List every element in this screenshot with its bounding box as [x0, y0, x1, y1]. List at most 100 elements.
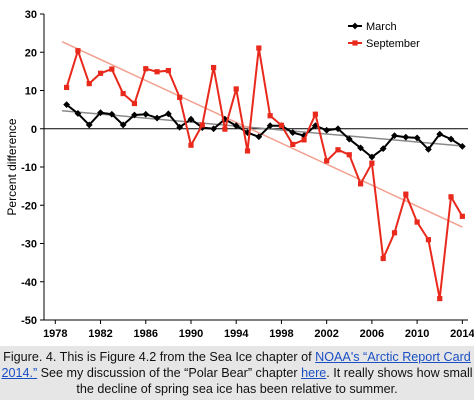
data-point-september [244, 148, 251, 154]
data-point-september [97, 70, 104, 76]
data-point-march [368, 153, 376, 161]
data-point-march [142, 110, 150, 118]
data-point-march [97, 109, 104, 117]
caption-text-2: See my discussion of the “Polar Bear” ch… [37, 366, 302, 380]
data-point-september [448, 194, 454, 200]
data-point-march [85, 121, 93, 129]
x-tick-label: 1978 [43, 328, 67, 340]
data-point-march [379, 145, 387, 153]
x-tick-label: 1982 [88, 328, 112, 340]
y-tick-label: -50 [21, 315, 37, 327]
data-point-march [187, 115, 195, 123]
data-point-march [74, 110, 82, 117]
y-tick-label: 20 [25, 47, 37, 59]
data-point-march [323, 126, 331, 134]
data-point-march [345, 135, 353, 143]
data-point-september [324, 158, 330, 164]
caption-text-3: . It really shows how small the decline … [76, 366, 473, 396]
figure-caption: Figure. 4. This is Figure 4.2 from the S… [0, 349, 474, 399]
data-point-march [131, 111, 138, 119]
x-tick-label: 1998 [269, 328, 293, 340]
data-point-march [198, 124, 206, 132]
series-line-september [65, 47, 464, 299]
data-point-september [222, 126, 228, 132]
caption-text-1: Figure. 4. This is Figure 4.2 from the S… [3, 350, 316, 364]
data-point-september [301, 137, 307, 143]
series-line-march [65, 103, 463, 159]
data-point-march [255, 133, 263, 141]
data-point-march [119, 121, 127, 129]
data-point-september [369, 160, 375, 166]
data-point-september [165, 68, 171, 74]
data-point-september [414, 219, 420, 225]
data-point-september [403, 191, 409, 197]
legend-marker-september [352, 40, 358, 46]
data-point-march [458, 142, 466, 150]
data-point-september [109, 66, 115, 72]
data-point-september [188, 142, 194, 148]
y-tick-label: -20 [21, 200, 37, 212]
data-point-september [278, 122, 285, 128]
legend-marker-march [351, 22, 359, 30]
y-tick-label: -30 [21, 239, 37, 251]
data-point-september [312, 111, 318, 117]
data-point-september [233, 86, 239, 92]
y-tick-label: 10 [25, 86, 37, 98]
data-point-september [177, 94, 183, 100]
y-tick-label: 0 [31, 124, 37, 136]
data-point-march [266, 122, 274, 130]
data-point-september [120, 90, 126, 97]
data-point-march [289, 129, 297, 136]
x-tick-label: 2014 [450, 328, 474, 340]
data-point-september [86, 81, 92, 87]
data-point-march [425, 146, 432, 153]
y-tick-label: -40 [21, 277, 37, 289]
x-tick-label: 1994 [224, 328, 249, 340]
data-point-march [357, 144, 364, 152]
data-point-september [75, 48, 81, 54]
data-point-september [290, 141, 296, 148]
data-point-march [153, 114, 161, 122]
data-point-september [380, 255, 386, 262]
legend-label-march: March [366, 21, 397, 33]
x-tick-label: 2006 [360, 328, 384, 340]
data-point-september [391, 230, 398, 236]
data-point-march [210, 125, 217, 133]
data-point-march [232, 122, 240, 130]
trend-line-march [62, 110, 463, 147]
legend-label-september: September [366, 38, 420, 50]
data-point-september [267, 113, 273, 119]
data-point-september [459, 213, 465, 219]
data-point-september [64, 84, 70, 91]
y-axis-label: Percent difference [5, 118, 19, 215]
y-tick-label: 30 [25, 9, 37, 21]
data-point-march [402, 133, 410, 141]
data-point-march [176, 123, 184, 131]
data-point-september [346, 152, 352, 158]
data-point-september [199, 122, 205, 128]
data-point-september [256, 45, 262, 51]
data-point-september [211, 64, 217, 71]
x-tick-label: 2002 [314, 328, 338, 340]
x-tick-label: 1990 [179, 328, 203, 340]
x-tick-label: 1986 [134, 328, 158, 340]
data-point-september [425, 237, 432, 243]
arctic-report-card-link[interactable]: NOAA's “Arctic Report Card 2014.” [1, 350, 471, 380]
data-point-september [131, 100, 138, 107]
data-point-september [335, 147, 341, 153]
x-tick-label: 2010 [405, 328, 429, 340]
here-link[interactable]: here [301, 366, 327, 380]
chart-panel: 30 20 10 0 -10 -20 -30 -40 -50 1978 1982 1986 1990 19… [0, 0, 474, 346]
data-point-march [108, 110, 116, 118]
y-tick-label: -10 [21, 162, 37, 174]
data-point-september [154, 69, 160, 75]
data-point-march [311, 122, 319, 130]
data-point-march [63, 101, 71, 109]
data-point-march [391, 132, 398, 140]
data-point-march [413, 134, 421, 142]
data-point-march [334, 125, 342, 133]
data-point-march [164, 110, 172, 118]
data-point-march [447, 135, 455, 143]
data-point-september [143, 66, 149, 72]
